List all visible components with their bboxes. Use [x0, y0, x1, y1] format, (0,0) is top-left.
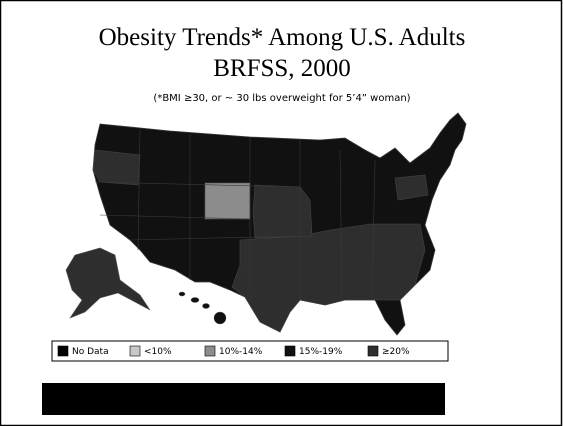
black-bar	[42, 383, 445, 415]
plains-region	[252, 184, 313, 239]
legend-swatch	[57, 345, 69, 357]
alaska	[65, 247, 151, 319]
colorado	[204, 182, 251, 220]
us-map	[65, 112, 467, 336]
state-borders	[94, 129, 376, 301]
title-line: BRFSS, 2000	[213, 55, 351, 82]
legend-label: <10%	[144, 347, 172, 357]
legend-swatch	[204, 345, 216, 357]
legend-label: ≥20%	[382, 347, 410, 357]
title-line: Obesity Trends* Among U.S. Adults	[99, 24, 466, 51]
legend-swatch	[129, 345, 141, 357]
legend: No Data <10% 10%-14% 15%-19% ≥20%	[57, 345, 410, 357]
legend-swatch	[284, 345, 296, 357]
south-region	[231, 223, 426, 333]
subtitle: (*BMI ≥30, or ~ 30 lbs overweight for 5’…	[153, 93, 410, 104]
legend-box	[51, 340, 449, 362]
legend-label: No Data	[72, 347, 109, 357]
northeast-patch	[394, 174, 429, 201]
hawaii	[178, 291, 227, 325]
legend-label: 10%-14%	[219, 347, 263, 357]
legend-label: 15%-19%	[299, 347, 343, 357]
legend-swatch	[367, 345, 379, 357]
oregon	[92, 149, 141, 186]
